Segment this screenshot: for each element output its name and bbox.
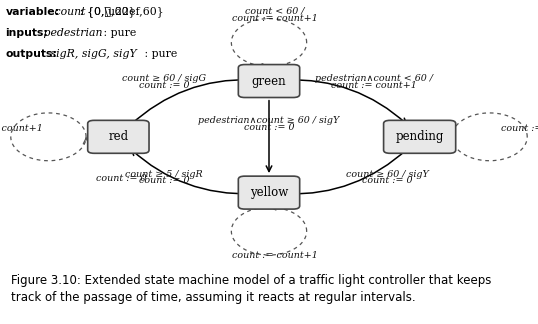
Text: count := count+1: count := count+1 bbox=[231, 250, 317, 260]
FancyBboxPatch shape bbox=[384, 120, 456, 153]
Text: outputs:: outputs: bbox=[5, 49, 57, 59]
Text: count ≥ 60 / sigG: count ≥ 60 / sigG bbox=[122, 74, 206, 83]
Text: count := count+1: count := count+1 bbox=[0, 124, 43, 133]
Text: sigR, sigG, sigY: sigR, sigG, sigY bbox=[47, 49, 137, 59]
Text: count := 0: count := 0 bbox=[139, 176, 189, 185]
FancyBboxPatch shape bbox=[88, 120, 149, 153]
Text: red: red bbox=[108, 130, 129, 143]
Text: : pure: : pure bbox=[100, 28, 136, 38]
FancyBboxPatch shape bbox=[238, 64, 300, 98]
Text: count := count+1: count := count+1 bbox=[231, 14, 317, 23]
Text: Figure 3.10: Extended state machine model of a traffic light controller that kee: Figure 3.10: Extended state machine mode… bbox=[11, 274, 491, 305]
Text: count < 60 /: count < 60 / bbox=[245, 6, 304, 15]
Text: green: green bbox=[252, 75, 286, 87]
Text: pedestrian: pedestrian bbox=[40, 28, 103, 38]
Text: yellow: yellow bbox=[250, 186, 288, 199]
Text: inputs:: inputs: bbox=[5, 28, 48, 38]
Text: count := 0: count := 0 bbox=[96, 174, 146, 182]
Text: variable:: variable: bbox=[5, 7, 60, 17]
Text: pedestrian∧count < 60 /: pedestrian∧count < 60 / bbox=[315, 74, 433, 83]
Text: : pure: : pure bbox=[141, 49, 178, 59]
Text: : {0,\u22ef,60}: : {0,\u22ef,60} bbox=[80, 7, 163, 17]
Text: count := count+1: count := count+1 bbox=[331, 81, 417, 89]
Text: count := 0: count := 0 bbox=[139, 81, 189, 89]
FancyBboxPatch shape bbox=[238, 176, 300, 209]
Text: pedestrian∧count ≥ 60 / sigY: pedestrian∧count ≥ 60 / sigY bbox=[199, 116, 339, 125]
Text: : {0,⋯,60}: : {0,⋯,60} bbox=[80, 7, 135, 17]
Text: count ≥ 60 / sigY: count ≥ 60 / sigY bbox=[346, 169, 429, 179]
Text: count: count bbox=[51, 7, 86, 17]
Text: count := 0: count := 0 bbox=[244, 123, 294, 132]
Text: count ≥ 5 / sigR: count ≥ 5 / sigR bbox=[125, 169, 203, 179]
Text: count := 0: count := 0 bbox=[362, 176, 413, 185]
Text: count := count+1: count := count+1 bbox=[500, 124, 538, 133]
Text: pending: pending bbox=[395, 130, 444, 143]
